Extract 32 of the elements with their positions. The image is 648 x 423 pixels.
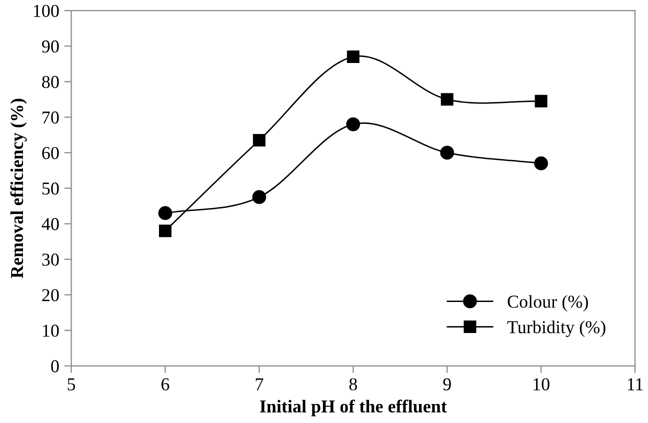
point [534,94,548,108]
point [252,134,266,147]
legend-label: Turbidity (%) [507,320,606,338]
x-tick-label: 7 [256,378,264,390]
y-tick-label: 40 [42,218,59,230]
x-tick-label: 5 [68,378,76,390]
x-tick-label: 6 [162,378,170,390]
point [158,224,172,238]
y-tick-label: 0 [51,360,59,372]
x-tick-label: 11 [628,378,643,390]
y-axis-title: Removal efficiency (%) [10,98,27,278]
point [346,117,360,132]
y-tick-label: 50 [42,182,59,195]
y-tick-label: 70 [42,111,59,124]
legend-label: Colour (%) [508,295,588,312]
x-tick-label: 9 [443,378,451,390]
x-tick-label: 10 [534,378,550,390]
y-tick-label: 20 [42,289,59,302]
point [440,146,454,160]
x-axis-title: Initial pH of the effluent [260,400,447,416]
point [158,206,172,220]
point [534,156,548,170]
point [346,50,360,64]
point [252,190,266,204]
x-tick-label: 8 [349,378,357,390]
y-tick-label: 30 [42,254,59,266]
y-tick-label: 80 [42,76,59,88]
point [440,93,454,106]
y-tick-label: 60 [42,146,59,160]
y-tick-label: 90 [42,40,59,53]
y-tick-label: 100 [34,4,59,18]
y-tick-label: 10 [43,324,59,337]
